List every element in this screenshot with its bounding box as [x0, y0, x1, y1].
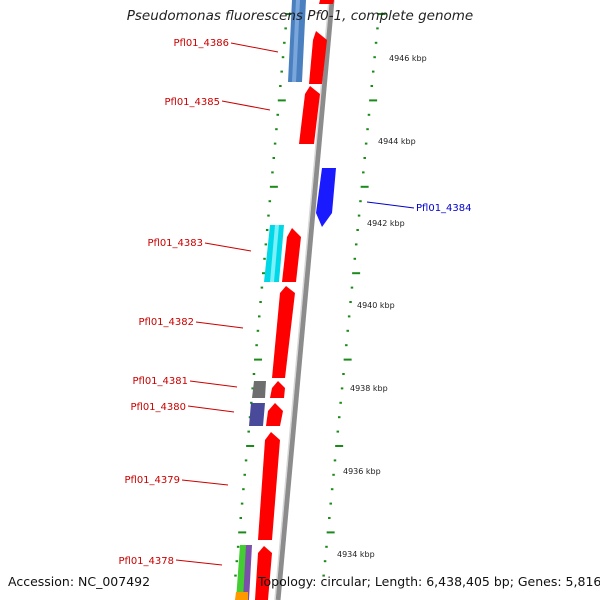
feature-block-cyan-shade [270, 225, 279, 282]
left-leader-lines [175, 42, 279, 566]
kbp-label-4946: 4946 kbp [389, 54, 427, 63]
accession-text: Accession: NC_007492 [8, 574, 151, 589]
gene-arrow-pfl01-4386[interactable] [309, 31, 327, 84]
gene-label-pfl01-4380[interactable]: Pfl01_4380 [130, 402, 186, 413]
kbp-label-4944: 4944 kbp [378, 137, 416, 146]
gene-arrow-pfl01-4384[interactable] [316, 168, 336, 227]
feature-block-purple[interactable] [243, 545, 252, 600]
genome-backbone [275, 0, 335, 600]
gene-arrow-pfl01-4382[interactable] [272, 286, 295, 378]
kbp-label-4942: 4942 kbp [367, 219, 405, 228]
gene-arrow-pfl01-4378[interactable] [255, 546, 272, 600]
feature-block-orange[interactable] [235, 592, 248, 600]
gene-arrow-pfl01-4381[interactable] [270, 381, 285, 398]
scale-ticks [234, 13, 386, 577]
genome-summary-text: Topology: circular; Length: 6,438,405 bp… [258, 574, 600, 589]
gene-label-pfl01-4385[interactable]: Pfl01_4385 [164, 97, 220, 108]
feature-block-indigo[interactable] [249, 403, 265, 426]
gene-label-pfl01-4381[interactable]: Pfl01_4381 [132, 376, 188, 387]
genome-backbone-highlight [274, 0, 330, 600]
gene-arrow-pfl01-4379[interactable] [258, 432, 280, 540]
kbp-label-4938: 4938 kbp [350, 384, 388, 393]
feature-block-gray[interactable] [252, 381, 266, 398]
gene-label-pfl01-4386[interactable]: Pfl01_4386 [173, 38, 229, 49]
feature-block-blue-shade [292, 0, 300, 82]
gene-label-pfl01-4378[interactable]: Pfl01_4378 [118, 556, 174, 567]
gene-label-pfl01-4383[interactable]: Pfl01_4383 [147, 238, 203, 249]
right-leader-line [366, 201, 415, 209]
gene-label-pfl01-4384[interactable]: Pfl01_4384 [416, 203, 472, 214]
gene-arrow-top[interactable] [319, 0, 334, 4]
kbp-label-4936: 4936 kbp [343, 467, 381, 476]
map-title: Pseudomonas fluorescens Pf0-1, complete … [126, 8, 474, 24]
gene-label-pfl01-4382[interactable]: Pfl01_4382 [138, 317, 194, 328]
gene-label-pfl01-4379[interactable]: Pfl01_4379 [124, 475, 180, 486]
gene-arrow-pfl01-4380[interactable] [266, 403, 283, 426]
gene-arrow-pfl01-4383[interactable] [282, 228, 301, 282]
kbp-label-4940: 4940 kbp [357, 301, 395, 310]
kbp-label-4934: 4934 kbp [337, 550, 375, 559]
gene-arrow-pfl01-4385[interactable] [299, 86, 320, 144]
